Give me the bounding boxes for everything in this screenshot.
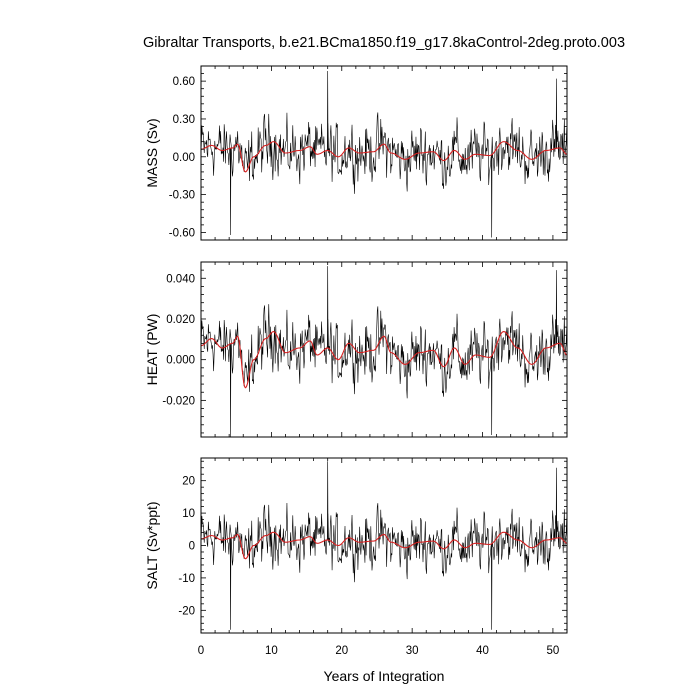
xtick-label: 40	[476, 645, 489, 657]
mass-ytick-label: -0.60	[169, 227, 195, 239]
heat-series-monthly	[201, 266, 567, 437]
mass-ytick-label: -0.30	[169, 190, 195, 202]
mass-ytick-label: 0.60	[173, 76, 195, 88]
salt-ytick-label: -10	[178, 573, 195, 585]
salt-ytick-label: 10	[182, 508, 195, 520]
panel-salt: -20 -10 0 10 20 SALT (Sv*ppt) 0 10 20 30 40 50	[144, 457, 568, 657]
heat-ytick-label: 0.020	[166, 314, 195, 326]
heat-y-axis-label: HEAT (PW)	[144, 314, 160, 386]
panel-heat: -0.020 0.000 0.020 0.040 HEAT (PW)	[144, 261, 568, 438]
mass-ytick-label: 0.30	[173, 114, 195, 126]
salt-ytick-label: 0	[189, 541, 195, 553]
salt-ytick-label: -20	[178, 605, 195, 617]
heat-series-running-mean	[201, 331, 567, 389]
xtick-label: 20	[335, 645, 348, 657]
heat-ytick-label: -0.020	[162, 395, 195, 407]
heat-plot-frame	[200, 261, 568, 438]
mass-ytick-label: 0.00	[173, 152, 195, 164]
heat-ytick-label: 0.000	[166, 355, 195, 367]
panel-mass: -0.60 -0.30 0.00 0.30 0.60 MASS (Sv)	[144, 65, 568, 241]
xtick-label: 50	[547, 645, 560, 657]
mass-series-monthly	[201, 71, 567, 238]
salt-series-monthly	[201, 461, 567, 630]
chart-panels: -0.60 -0.30 0.00 0.30 0.60 MASS (Sv) -0.020 0.0…	[144, 65, 568, 657]
salt-series-running-mean	[201, 531, 567, 560]
mass-plot-frame	[200, 65, 568, 241]
xtick-label: 10	[265, 645, 278, 657]
mass-y-axis-label: MASS (Sv)	[144, 118, 160, 187]
heat-ytick-label: 0.040	[166, 273, 195, 285]
xtick-label: 30	[406, 645, 419, 657]
salt-ytick-label: 20	[182, 476, 195, 488]
xtick-label: 0	[198, 645, 204, 657]
salt-y-axis-label: SALT (Sv*ppt)	[144, 501, 160, 589]
chart-title: Gibraltar Transports, b.e21.BCma1850.f19…	[143, 35, 625, 51]
x-axis-label: Years of Integration	[324, 668, 445, 684]
mass-series-running-mean	[201, 141, 567, 173]
